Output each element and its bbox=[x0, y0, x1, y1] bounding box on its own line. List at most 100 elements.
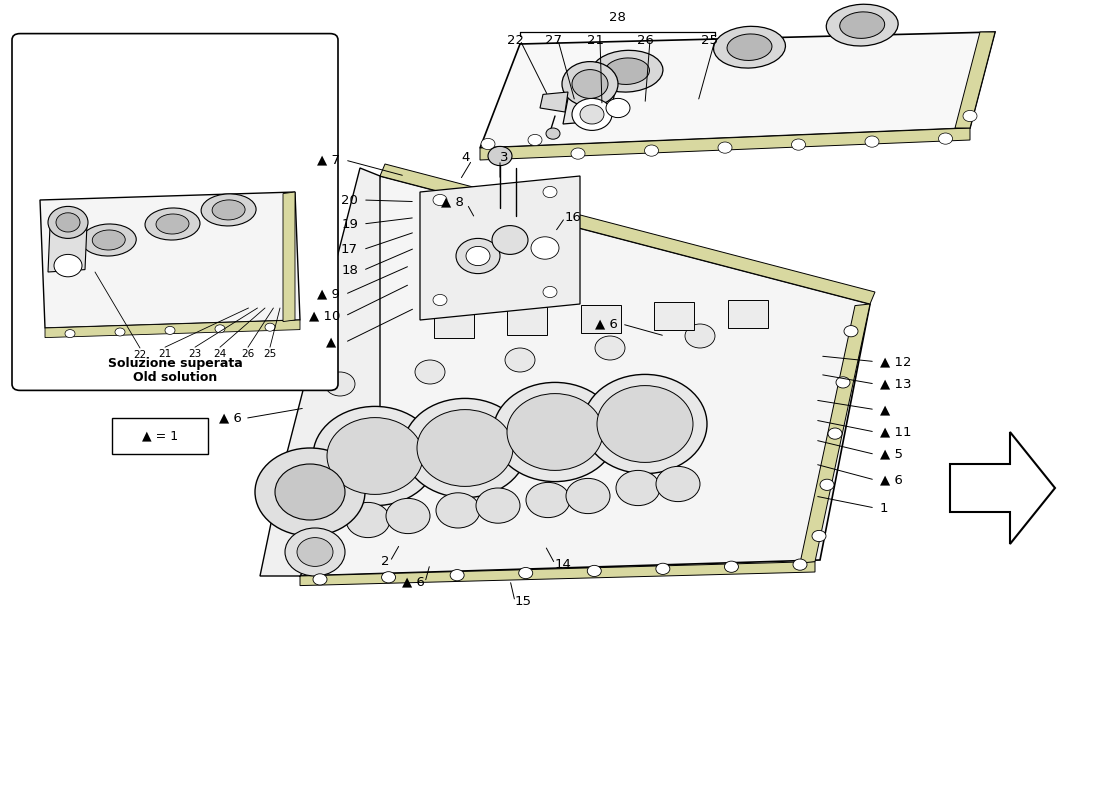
Polygon shape bbox=[260, 168, 379, 576]
Text: a parts store: a parts store bbox=[483, 450, 676, 478]
Circle shape bbox=[327, 418, 424, 494]
Text: ▲ 6: ▲ 6 bbox=[219, 412, 242, 425]
Circle shape bbox=[792, 139, 805, 150]
Circle shape bbox=[433, 294, 447, 306]
Text: ▲ 6: ▲ 6 bbox=[880, 474, 903, 486]
Circle shape bbox=[656, 563, 670, 574]
Ellipse shape bbox=[727, 34, 772, 61]
Polygon shape bbox=[540, 92, 568, 112]
Circle shape bbox=[531, 237, 559, 259]
Text: ▲ 6: ▲ 6 bbox=[403, 576, 425, 589]
Text: 18: 18 bbox=[341, 264, 358, 277]
Circle shape bbox=[314, 574, 327, 585]
Text: 21: 21 bbox=[586, 34, 604, 46]
Circle shape bbox=[543, 286, 557, 298]
Text: ▲: ▲ bbox=[326, 336, 340, 349]
Text: 22: 22 bbox=[506, 34, 524, 46]
Text: 1995: 1995 bbox=[693, 394, 806, 438]
Circle shape bbox=[572, 98, 612, 130]
Polygon shape bbox=[300, 176, 870, 576]
Text: Soluzione superata: Soluzione superata bbox=[108, 358, 242, 370]
Circle shape bbox=[386, 498, 430, 534]
Text: 27: 27 bbox=[544, 34, 561, 46]
Circle shape bbox=[436, 493, 480, 528]
Text: 2: 2 bbox=[382, 555, 390, 568]
Circle shape bbox=[645, 145, 659, 156]
Text: ▲ 11: ▲ 11 bbox=[880, 426, 912, 438]
Circle shape bbox=[519, 567, 532, 578]
Ellipse shape bbox=[591, 50, 663, 92]
Circle shape bbox=[562, 62, 618, 106]
Polygon shape bbox=[480, 32, 996, 148]
Circle shape bbox=[725, 561, 738, 572]
Text: Old solution: Old solution bbox=[133, 371, 217, 384]
Polygon shape bbox=[48, 224, 87, 272]
Text: 17: 17 bbox=[341, 243, 358, 256]
Text: eGo: eGo bbox=[502, 366, 659, 434]
Polygon shape bbox=[654, 302, 694, 330]
Text: 28: 28 bbox=[608, 11, 626, 24]
Circle shape bbox=[476, 488, 520, 523]
Polygon shape bbox=[727, 300, 768, 328]
Circle shape bbox=[488, 146, 512, 166]
Text: 14: 14 bbox=[556, 558, 572, 570]
Ellipse shape bbox=[201, 194, 256, 226]
Circle shape bbox=[566, 478, 610, 514]
Circle shape bbox=[493, 382, 617, 482]
Circle shape bbox=[526, 482, 570, 518]
Circle shape bbox=[546, 128, 560, 139]
Circle shape bbox=[543, 186, 557, 198]
Ellipse shape bbox=[156, 214, 189, 234]
Text: 1: 1 bbox=[880, 502, 889, 514]
Circle shape bbox=[56, 213, 80, 232]
Ellipse shape bbox=[92, 230, 125, 250]
Circle shape bbox=[415, 360, 446, 384]
Text: 3: 3 bbox=[500, 151, 508, 164]
Circle shape bbox=[403, 398, 527, 498]
Circle shape bbox=[606, 98, 630, 118]
Ellipse shape bbox=[81, 224, 136, 256]
Text: ▲: ▲ bbox=[880, 403, 894, 416]
Text: ▲ 5: ▲ 5 bbox=[880, 448, 903, 461]
Circle shape bbox=[48, 206, 88, 238]
Circle shape bbox=[656, 466, 700, 502]
Circle shape bbox=[718, 142, 732, 154]
Polygon shape bbox=[379, 164, 874, 304]
Circle shape bbox=[275, 464, 345, 520]
Polygon shape bbox=[45, 320, 300, 338]
Text: ▲ 10: ▲ 10 bbox=[309, 310, 340, 322]
Text: ▲ 8: ▲ 8 bbox=[441, 195, 464, 208]
Circle shape bbox=[346, 502, 390, 538]
Text: 23: 23 bbox=[188, 349, 201, 358]
Text: ▲ 12: ▲ 12 bbox=[880, 355, 912, 368]
Circle shape bbox=[54, 254, 82, 277]
Polygon shape bbox=[283, 192, 295, 322]
Circle shape bbox=[481, 138, 495, 150]
Text: ▲ 6: ▲ 6 bbox=[595, 318, 618, 330]
Circle shape bbox=[433, 194, 447, 206]
Circle shape bbox=[314, 406, 437, 506]
Polygon shape bbox=[420, 176, 580, 320]
Ellipse shape bbox=[714, 26, 785, 68]
Circle shape bbox=[844, 326, 858, 337]
Circle shape bbox=[265, 323, 275, 331]
Text: ▲ 9: ▲ 9 bbox=[317, 288, 340, 301]
Text: ▲ 7: ▲ 7 bbox=[317, 154, 340, 166]
Ellipse shape bbox=[605, 58, 649, 85]
Circle shape bbox=[571, 148, 585, 159]
Circle shape bbox=[497, 151, 512, 162]
Circle shape bbox=[616, 470, 660, 506]
Polygon shape bbox=[950, 432, 1055, 544]
Text: 4: 4 bbox=[462, 151, 470, 164]
Circle shape bbox=[820, 479, 834, 490]
Circle shape bbox=[580, 105, 604, 124]
Text: 26: 26 bbox=[637, 34, 653, 46]
Ellipse shape bbox=[212, 200, 245, 220]
Circle shape bbox=[466, 246, 490, 266]
Text: ▲ 13: ▲ 13 bbox=[880, 378, 912, 390]
FancyBboxPatch shape bbox=[112, 418, 208, 454]
Text: 15: 15 bbox=[515, 595, 532, 608]
Ellipse shape bbox=[145, 208, 200, 240]
Ellipse shape bbox=[839, 12, 884, 38]
Circle shape bbox=[285, 528, 345, 576]
